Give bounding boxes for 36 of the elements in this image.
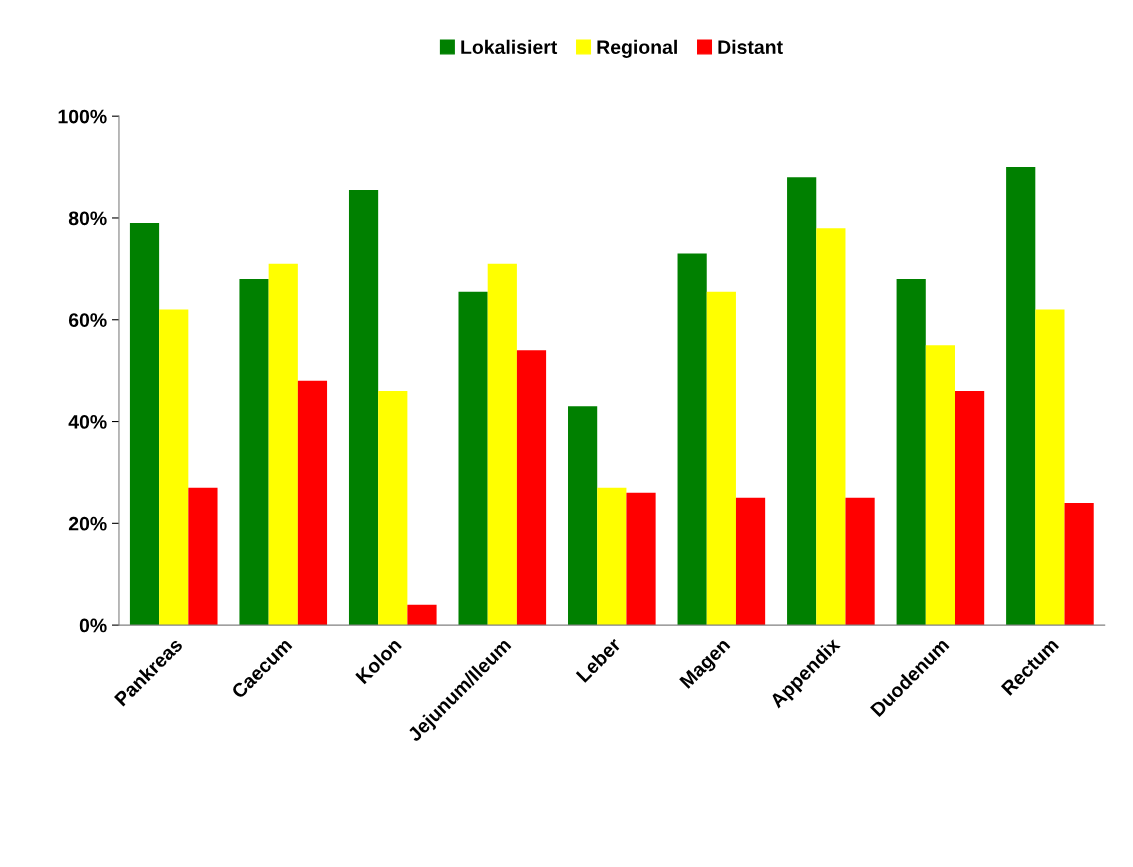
bar [626, 492, 656, 626]
bar [735, 497, 766, 626]
bar [129, 223, 160, 626]
bar [787, 177, 817, 626]
y-tick-label: 20% [68, 516, 107, 531]
bar [297, 380, 328, 626]
bar [954, 391, 985, 626]
legend-label: Regional [597, 39, 677, 58]
bar [1064, 502, 1094, 626]
bar [845, 497, 875, 626]
bar [896, 279, 926, 626]
bar [188, 487, 218, 626]
bar [597, 487, 627, 626]
bar [516, 350, 547, 626]
bar [1035, 309, 1065, 626]
bar [487, 263, 517, 626]
bar [706, 291, 736, 626]
y-tick-label: 40% [68, 415, 107, 429]
bar [816, 228, 846, 626]
bar [1006, 167, 1036, 626]
bar [159, 309, 189, 626]
legend-label: Distant [718, 39, 783, 55]
bar [407, 604, 437, 626]
bar [348, 189, 379, 626]
bar [568, 406, 598, 626]
bar [378, 391, 408, 626]
y-tick-label: 0% [79, 618, 107, 633]
bar [925, 345, 955, 626]
bar [458, 291, 488, 626]
y-tick-label: 60% [68, 313, 107, 327]
bar [268, 263, 298, 626]
y-tick-label: 100% [58, 109, 107, 124]
legend-label: Lokalisiert [461, 39, 558, 55]
bar [239, 279, 269, 626]
y-tick-label: 80% [68, 211, 107, 226]
bar [677, 253, 707, 626]
